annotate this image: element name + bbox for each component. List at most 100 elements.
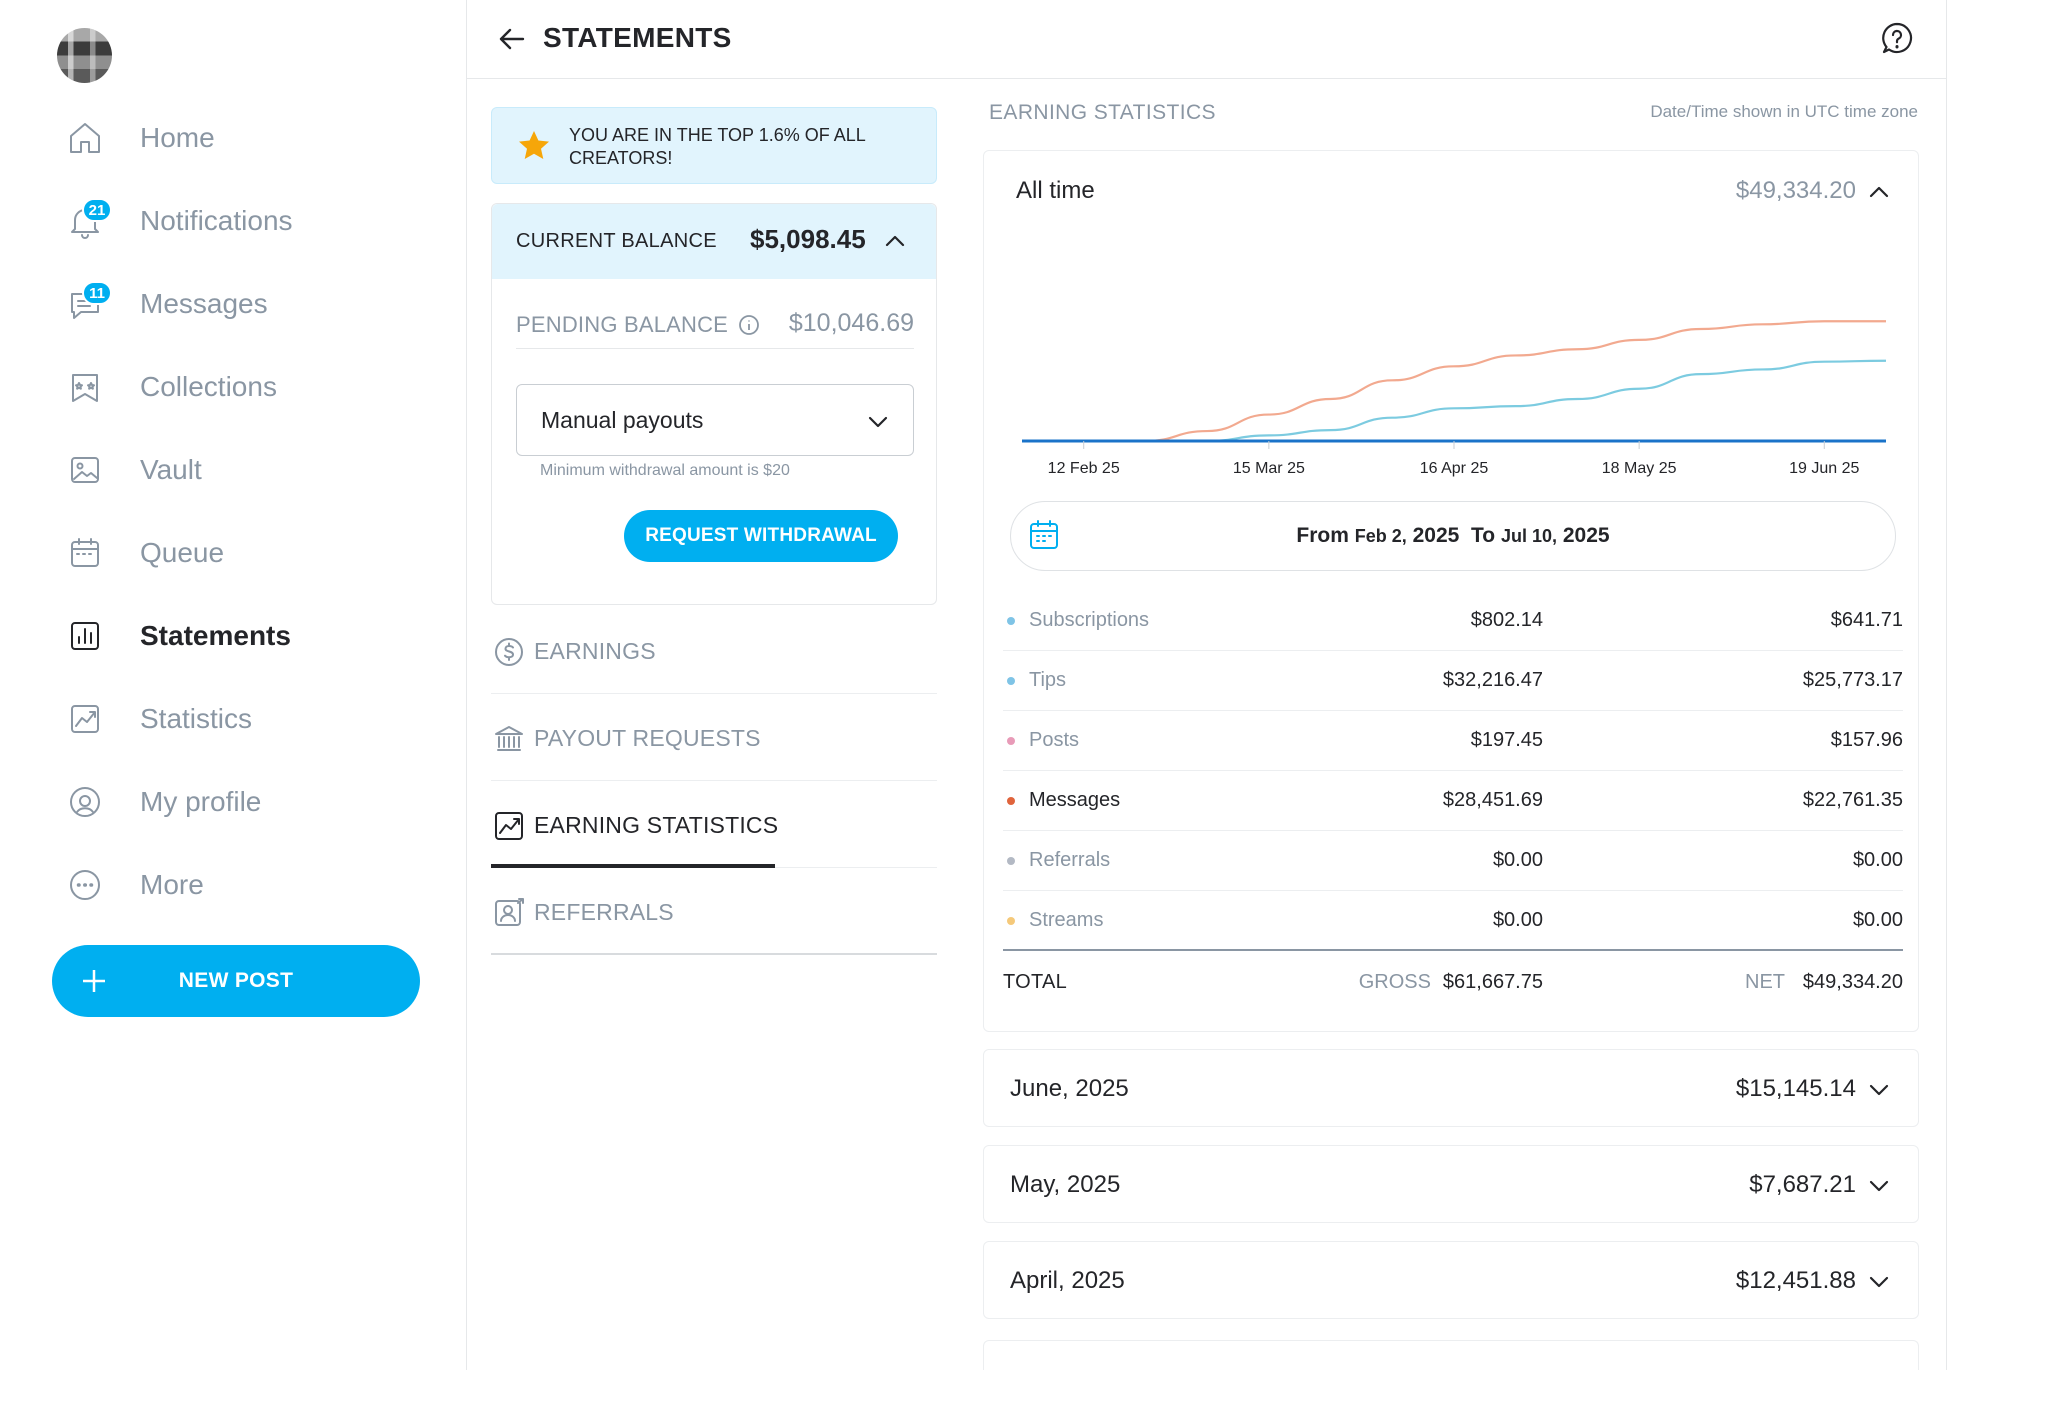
x-tick-label: 18 May 25 [1602,460,1677,477]
menu-item-label: REFERRALS [534,899,674,925]
new-post-label: NEW POST [178,969,294,992]
more-icon [60,860,110,910]
menu-item-earning-statistics[interactable]: EARNING STATISTICS [491,782,937,868]
sidebar-item-statistics[interactable]: Statistics [60,689,440,749]
chevron-down-icon [865,409,891,435]
date-range-picker[interactable]: From Feb 2, 2025 To Jul 10, 2025 [1010,501,1896,571]
sidebar-item-notifications[interactable]: 21 Notifications [60,191,440,251]
period-label: All time [1016,177,1095,204]
legend-dot [1007,797,1015,805]
to-year: 2025 [1562,524,1610,547]
menu-item-earnings[interactable]: EARNINGS [491,608,937,694]
earnings-chart: 12 Feb 25 15 Mar 25 16 Apr 25 18 May 25 19 J… [1014,301,1894,481]
gross-total: $61,667.75 [1442,971,1543,993]
pending-balance-label: PENDING BALANCE [516,312,729,337]
menu-item-label: EARNINGS [534,638,656,664]
gross-label: GROSS [1358,971,1431,993]
page-title: STATEMENTS [543,22,732,53]
from-date: Feb 2, [1354,526,1407,546]
sidebar-item-label: Statistics [140,703,253,734]
sidebar-item-statements[interactable]: Statements [60,606,440,666]
sidebar-item-queue[interactable]: Queue [60,523,440,583]
month-card-may-2025[interactable]: May, 2025 $7,687.21 [983,1145,1919,1223]
to-date: Jul 10, [1500,526,1557,546]
date-range-text: From Feb 2, 2025 To Jul 10, 2025 [1011,524,1895,548]
legend-dot [1007,857,1015,865]
sidebar-item-more[interactable]: More [60,855,440,915]
menu-item-label: EARNING STATISTICS [534,812,779,838]
row-gross: $0.00 [1492,849,1543,871]
star-icon [516,128,552,164]
banner-text: YOU ARE IN THE TOP 1.6% OF ALL CREATORS! [569,125,866,168]
chevron-up-icon[interactable] [1866,179,1892,205]
minimum-withdrawal-note: Minimum withdrawal amount is $20 [540,462,790,479]
help-icon [1882,22,1913,54]
sidebar-item-my-profile[interactable]: My profile [60,772,440,832]
sidebar-item-messages[interactable]: 11 Messages [60,274,440,334]
legend-dot [1007,917,1015,925]
new-post-button[interactable]: NEW POST [52,945,420,1017]
avatar[interactable] [57,28,112,83]
earning-statistics-title: EARNING STATISTICS [989,101,1216,124]
bell-icon: 21 [60,196,112,246]
pending-balance-row: PENDING BALANCE $10,046.69 [516,294,914,349]
sidebar-item-label: Home [140,122,215,153]
dollar-icon [493,636,525,668]
earning-row-posts: Posts $197.45 $157.96 [1003,711,1903,771]
month-total: $12,451.88 [1735,1267,1856,1294]
bottom-area [0,1370,2048,1405]
row-name: Tips [1029,669,1067,691]
image-icon [60,445,110,495]
month-card-june-2025[interactable]: June, 2025 $15,145.14 [983,1049,1919,1127]
sidebar-item-label: Notifications [140,205,293,236]
arrow-left-icon [499,28,525,50]
calendar-icon [60,528,110,578]
help-button[interactable] [1876,18,1918,60]
current-balance-header[interactable]: CURRENT BALANCE $5,098.45 [492,204,936,279]
row-name: Posts [1029,729,1080,751]
sidebar-item-label: Statements [140,620,291,651]
payout-method-select[interactable]: Manual payouts [516,384,914,456]
balance-card: CURRENT BALANCE $5,098.45 PENDING BALANC… [491,203,937,605]
menu-item-referrals[interactable]: REFERRALS [491,869,937,955]
referral-icon [493,897,525,929]
request-withdrawal-button[interactable]: REQUEST WITHDRAWAL [624,510,898,562]
sidebar-item-label: Messages [140,288,268,319]
chat-icon: 11 [60,279,112,329]
chevron-down-icon [1866,1269,1892,1295]
row-net: $25,773.17 [1802,669,1903,691]
series-line-1 [1022,359,1887,443]
sidebar-item-collections[interactable]: Collections [60,357,440,417]
legend-dot [1007,737,1015,745]
sidebar: Home 21 Notifications 11 Messages Collec… [0,0,465,1370]
month-total: $7,687.21 [1749,1171,1856,1198]
month-name: June, 2025 [1010,1075,1129,1102]
row-net: $0.00 [1852,849,1903,871]
row-net: $0.00 [1852,909,1903,931]
month-card-april-2025[interactable]: April, 2025 $12,451.88 [983,1241,1919,1319]
month-name: April, 2025 [1010,1267,1125,1294]
earning-row-messages: Messages $28,451.69 $22,761.35 [1003,771,1903,831]
row-net: $157.96 [1830,729,1903,751]
earning-statistics-card: All time $49,334.20 12 Feb 25 15 Mar 25 16… [983,150,1919,1032]
net-label: NET [1745,971,1785,993]
sidebar-item-home[interactable]: Home [60,108,440,168]
chevron-up-icon[interactable] [882,228,908,254]
sidebar-item-vault[interactable]: Vault [60,440,440,500]
series-line-0 [1022,320,1886,443]
chevron-down-icon [1866,1077,1892,1103]
earning-row-subscriptions: Subscriptions $802.14 $641.71 [1003,591,1903,651]
earning-row-streams: Streams $0.00 $0.00 [1003,891,1903,951]
trend-icon [493,810,525,842]
timezone-note: Date/Time shown in UTC time zone [1650,102,1918,121]
back-button[interactable] [491,18,533,60]
total-row: TOTAL GROSS $61,667.75 NET $49,334.20 [1003,963,1903,1003]
collections-icon [60,362,110,412]
info-icon[interactable] [738,314,760,336]
profile-icon [60,777,110,827]
trend-icon [60,694,110,744]
total-label: TOTAL [1003,971,1068,993]
notification-count-badge: 21 [82,198,112,222]
home-icon [60,113,110,163]
menu-item-payout-requests[interactable]: PAYOUT REQUESTS [491,695,937,781]
